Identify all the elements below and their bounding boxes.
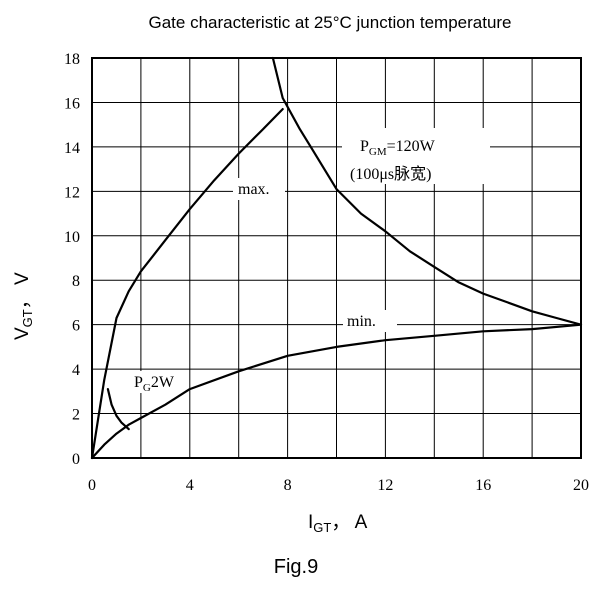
y-axis-label: VGT， V — [12, 272, 35, 340]
x-tick-label: 20 — [573, 477, 589, 494]
min-label: min. — [347, 313, 376, 330]
x-axis-label: IGT， A — [308, 512, 368, 535]
chart-title: Gate characteristic at 25°C junction tem… — [148, 13, 511, 32]
x-tick-label: 4 — [186, 477, 194, 494]
series-line-2 — [271, 56, 583, 326]
curves — [90, 56, 583, 460]
y-tick-label: 8 — [72, 273, 80, 290]
y-tick-label: 2 — [72, 407, 80, 424]
y-tick-label: 16 — [64, 95, 80, 112]
y-tick-label: 6 — [72, 318, 80, 335]
figure-caption: Fig.9 — [273, 556, 319, 578]
series-line-1 — [90, 323, 583, 460]
grid — [92, 58, 581, 458]
max-label: max. — [238, 181, 270, 198]
series-line-3 — [106, 388, 130, 431]
x-tick-label: 16 — [475, 477, 491, 494]
pgm-note-label: (100μs脉宽) — [350, 165, 431, 183]
x-tick-label: 0 — [88, 477, 96, 494]
y-tick-label: 0 — [72, 451, 80, 468]
y-tick-label: 4 — [72, 362, 80, 379]
y-tick-label: 14 — [64, 140, 80, 157]
y-tick-label: 12 — [64, 184, 80, 201]
y-tick-label: 18 — [64, 51, 80, 68]
y-tick-label: 10 — [64, 229, 80, 246]
series-line-0 — [90, 107, 284, 460]
pg-label: PG2W — [134, 374, 175, 394]
tick-labels: 0 4 8 12 16 20 0 2 4 6 8 10 12 14 16 18 — [64, 51, 589, 494]
x-tick-label: 12 — [377, 477, 393, 494]
pgm-label: PGM=120W — [360, 138, 436, 158]
plot-frame — [91, 57, 582, 459]
x-tick-label: 8 — [284, 477, 292, 494]
